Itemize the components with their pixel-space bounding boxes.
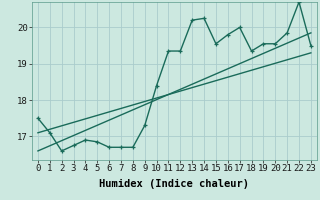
- X-axis label: Humidex (Indice chaleur): Humidex (Indice chaleur): [100, 179, 249, 189]
